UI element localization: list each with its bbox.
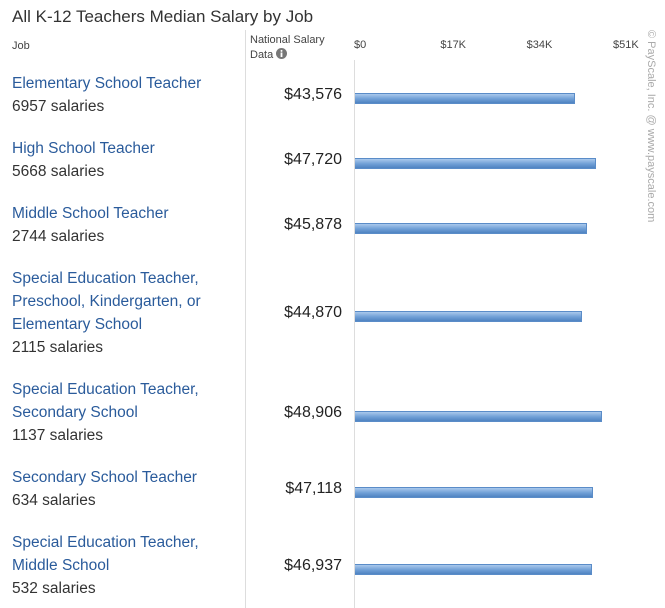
salary-count: 634 salaries (12, 492, 96, 509)
salary-count: 2744 salaries (12, 228, 105, 245)
job-name: Special Education Teacher, Preschool, Ki… (12, 270, 201, 333)
bar (354, 410, 603, 422)
salary-count: 5668 salaries (12, 163, 105, 180)
job-name: Special Education Teacher, Middle School (12, 534, 199, 574)
rows: Elementary School Teacher 6957 salaries $4… (0, 72, 665, 608)
salary-count: 532 salaries (12, 580, 96, 597)
value-label: $47,720 (284, 151, 342, 168)
x-tick-label: $51K (613, 39, 639, 51)
bar (354, 487, 594, 498)
job-name: Elementary School Teacher (12, 75, 202, 92)
bar (354, 158, 597, 169)
job-name: Special Education Teacher, Secondary Sch… (12, 381, 199, 421)
x-tick-label: $17K (440, 39, 467, 51)
job-name: High School Teacher (12, 140, 155, 157)
row: Middle School Teacher 2744 salaries $45,87… (0, 202, 665, 248)
job-name: Secondary School Teacher (12, 469, 197, 486)
bar (354, 311, 582, 322)
info-icon (276, 48, 288, 59)
row: Elementary School Teacher 6957 salaries $4… (0, 72, 665, 118)
row: Secondary School Teacher 634 salaries $47,… (0, 466, 665, 512)
value-label: $43,576 (284, 86, 342, 103)
value-label: $48,906 (284, 403, 342, 421)
column-header: Job (12, 40, 30, 52)
job-name: Middle School Teacher (12, 205, 169, 222)
column-header-text: National Salary Data (250, 34, 325, 61)
x-tick-label: $0 (354, 39, 367, 51)
value-label: $44,870 (284, 304, 342, 321)
row: High School Teacher 5668 salaries $47,720 (0, 137, 665, 183)
row: Special Education Teacher, Preschool, Ki… (0, 267, 665, 359)
bar (354, 563, 593, 575)
column-divider (245, 30, 246, 608)
salary-count: 1137 salaries (12, 427, 104, 444)
value-label: $45,878 (284, 216, 342, 233)
value-label: $46,937 (284, 556, 342, 574)
bar (354, 93, 576, 104)
credit: © PayScale, Inc. @ www.payscale.com (645, 30, 657, 223)
row: Special Education Teacher, Middle School… (0, 531, 665, 600)
x-tick-label: $34K (526, 39, 553, 51)
chart-title: All K-12 Teachers Median Salary by Job (12, 7, 314, 26)
row: Special Education Teacher, Secondary Sch… (0, 378, 665, 447)
bar (354, 223, 587, 234)
column-header: National Salary Data (250, 33, 340, 63)
value-label: $47,118 (285, 480, 342, 497)
salary-count: 6957 salaries (12, 98, 105, 115)
salary-count: 2115 salaries (12, 339, 104, 356)
axis-line (354, 60, 355, 608)
